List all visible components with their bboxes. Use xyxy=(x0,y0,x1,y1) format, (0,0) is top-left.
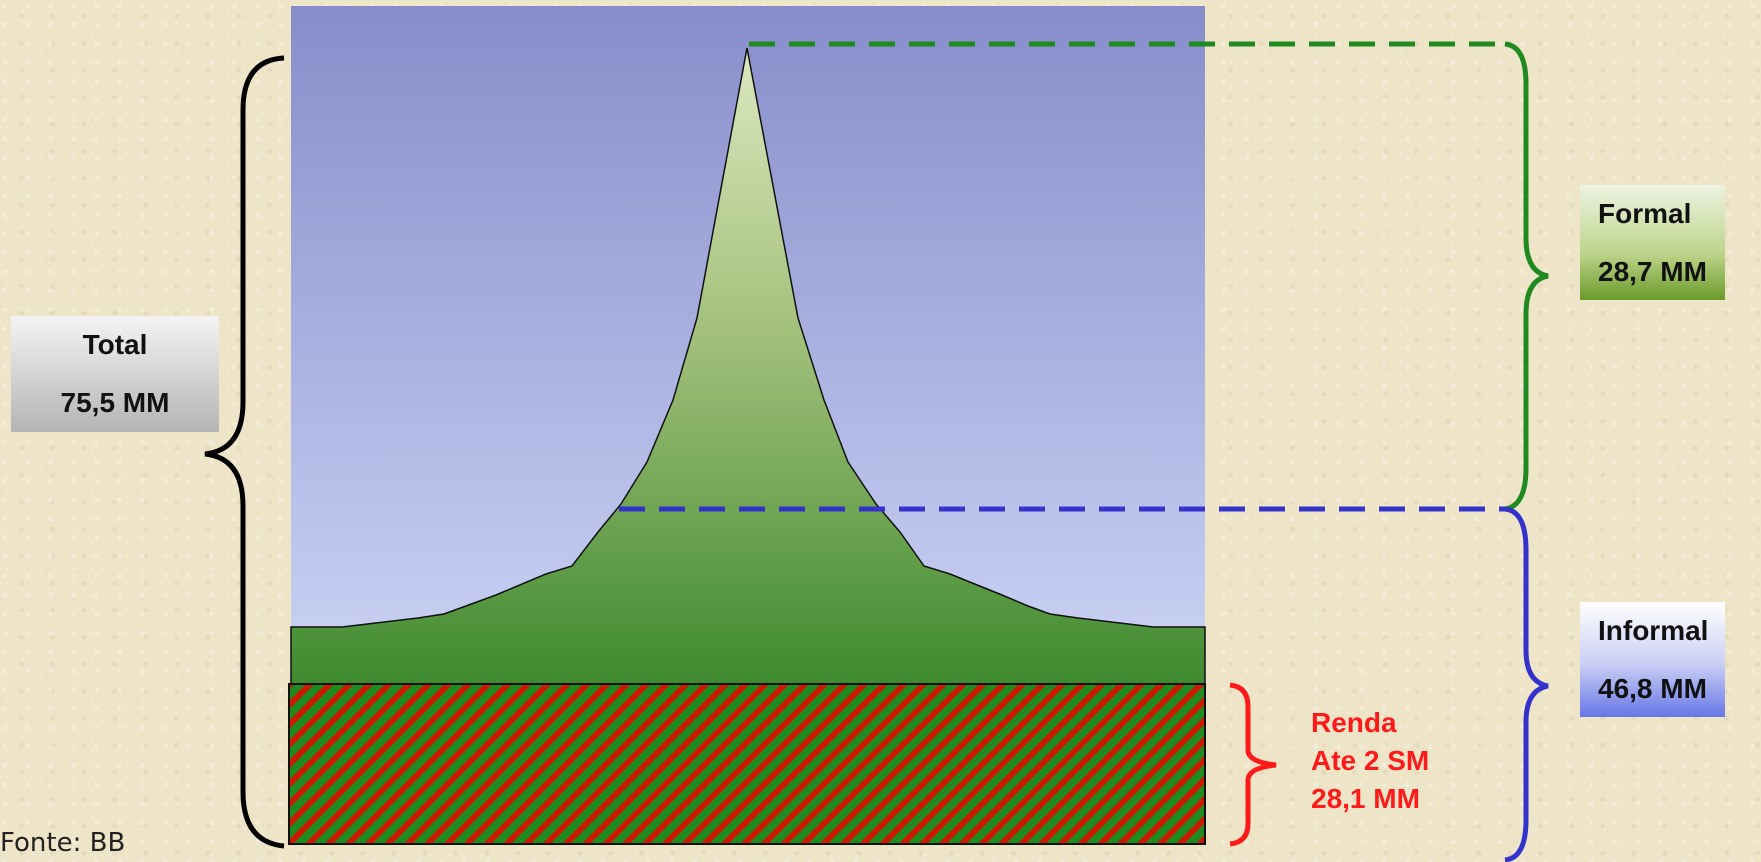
total-title: Total xyxy=(82,329,148,360)
renda-line-3: 28,1 MM xyxy=(1311,783,1420,814)
informal-value: 46,8 MM xyxy=(1598,672,1707,704)
informal-brace xyxy=(1504,506,1549,862)
formal-value: 28,7 MM xyxy=(1598,255,1707,287)
renda-line-1: Renda xyxy=(1311,707,1397,738)
total-brace xyxy=(204,55,285,849)
source-note: Fonte: BB xyxy=(0,828,126,858)
informal-title: Informal xyxy=(1598,614,1709,646)
total-label: Total 75,5 MM xyxy=(11,316,219,432)
renda-brace xyxy=(1229,682,1277,847)
low-income-band xyxy=(288,683,1206,845)
informal-label: Informal 46,8 MM xyxy=(1580,602,1725,717)
total-value: 75,5 MM xyxy=(60,387,170,418)
renda-label: Renda Ate 2 SM 28,1 MM xyxy=(1311,704,1429,818)
formal-title: Formal xyxy=(1598,197,1692,229)
formal-label: Formal 28,7 MM xyxy=(1580,185,1725,300)
formal-brace xyxy=(1504,41,1549,512)
distribution-curve xyxy=(290,47,1206,686)
renda-line-2: Ate 2 SM xyxy=(1311,745,1430,776)
